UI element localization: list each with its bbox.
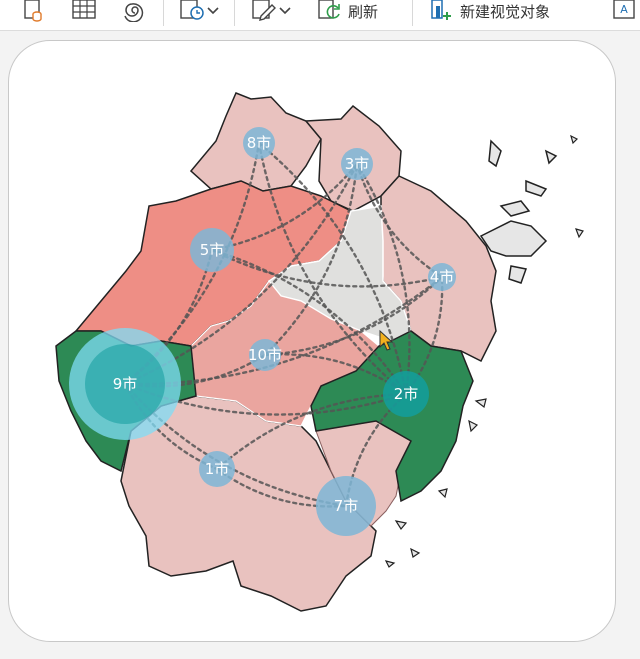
city-bubble[interactable]: 4市 xyxy=(428,263,456,291)
new-visual-label: 新建视觉对象 xyxy=(460,2,551,21)
city-bubble[interactable]: 5市 xyxy=(190,228,234,272)
toolbar-separator xyxy=(412,0,413,26)
city-bubble[interactable]: 9市 xyxy=(69,328,181,440)
city-label: 2市 xyxy=(394,385,419,403)
mouse-cursor-icon xyxy=(379,329,394,351)
city-bubble[interactable]: 3市 xyxy=(341,148,373,180)
table-icon xyxy=(72,0,96,22)
city-label: 10市 xyxy=(248,346,282,364)
city-bubble-circle[interactable] xyxy=(243,127,275,159)
svg-text:A: A xyxy=(620,3,628,16)
city-bubbles: 8市 3市 5市 4市 10市 9市 2市 1市 7市 xyxy=(69,127,456,536)
refresh-icon xyxy=(318,0,342,22)
islands xyxy=(479,139,558,284)
spiral-icon xyxy=(122,0,148,22)
flow-line xyxy=(257,141,408,396)
city-label: 3市 xyxy=(345,155,370,173)
city-label: 9市 xyxy=(113,375,138,393)
city-bubble-circle[interactable] xyxy=(428,263,456,291)
city-bubble-circle[interactable] xyxy=(341,148,373,180)
islands-small xyxy=(384,134,584,568)
flow-line xyxy=(263,162,359,357)
flow-line xyxy=(355,162,444,279)
map-canvas: 8市 3市 5市 4市 10市 9市 2市 1市 7市 xyxy=(55,92,584,612)
city-label: 8市 xyxy=(247,134,272,152)
refresh-button[interactable]: 刷新 xyxy=(318,0,378,22)
chevron-down-icon xyxy=(206,6,220,16)
toolbar-separator xyxy=(234,0,235,26)
edit-dropdown[interactable] xyxy=(252,0,292,22)
table-button[interactable] xyxy=(72,0,96,22)
toolbar-separator xyxy=(163,0,164,26)
flow-line xyxy=(210,248,408,396)
database-icon xyxy=(22,0,44,22)
flow-line xyxy=(257,141,408,396)
city-bubble-circle[interactable] xyxy=(383,371,429,417)
city-bubble-circle[interactable] xyxy=(199,451,235,487)
database-button[interactable] xyxy=(22,0,44,22)
schedule-dropdown[interactable] xyxy=(180,0,220,22)
city-bubble-inner xyxy=(85,344,165,424)
flow-line xyxy=(210,248,444,288)
city-label: 7市 xyxy=(334,497,359,515)
clock-icon xyxy=(180,0,206,22)
city-label: 4市 xyxy=(430,268,455,286)
refresh-label: 刷新 xyxy=(348,2,379,21)
flow-line xyxy=(355,162,411,396)
pencil-icon xyxy=(252,0,278,22)
toolbar: 刷新 新建视觉对象 A xyxy=(0,0,640,31)
city-label: 1市 xyxy=(205,460,230,478)
city-bubble-circle[interactable] xyxy=(249,339,281,371)
add-visual-icon xyxy=(430,0,454,22)
text-box-icon: A xyxy=(612,0,636,22)
city-bubble[interactable]: 1市 xyxy=(199,451,235,487)
city-bubble-circle[interactable] xyxy=(190,228,234,272)
city-bubble[interactable]: 7市 xyxy=(316,476,376,536)
new-visual-button[interactable]: 新建视觉对象 xyxy=(430,0,550,22)
city-bubble[interactable]: 8市 xyxy=(243,127,275,159)
flow-line xyxy=(263,275,444,357)
city-label: 5市 xyxy=(200,241,225,259)
city-bubble[interactable]: 2市 xyxy=(383,371,429,417)
text-box-button[interactable]: A xyxy=(612,0,636,22)
city-bubble-circle[interactable] xyxy=(316,476,376,536)
map-visual[interactable]: 8市 3市 5市 4市 10市 9市 2市 1市 7市 xyxy=(8,40,616,642)
model-button[interactable] xyxy=(122,0,148,22)
flow-line xyxy=(215,392,408,471)
city-bubble[interactable]: 10市 xyxy=(248,339,282,371)
chevron-down-icon xyxy=(278,6,292,16)
